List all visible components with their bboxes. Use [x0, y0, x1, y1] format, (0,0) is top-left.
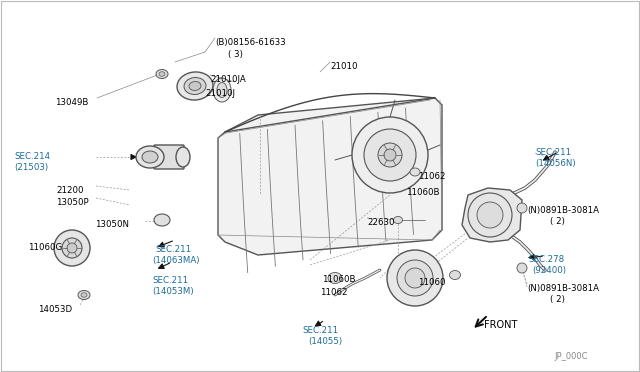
Polygon shape [462, 188, 522, 242]
Text: ( 2): ( 2) [550, 217, 565, 226]
Text: 14053D: 14053D [38, 305, 72, 314]
Text: SEC.211: SEC.211 [152, 276, 188, 285]
Circle shape [405, 268, 425, 288]
Text: JP_000C: JP_000C [554, 352, 588, 361]
Ellipse shape [159, 72, 165, 76]
Text: ( 2): ( 2) [550, 295, 565, 304]
Ellipse shape [177, 72, 213, 100]
Circle shape [384, 149, 396, 161]
Circle shape [54, 230, 90, 266]
Text: (14055): (14055) [308, 337, 342, 346]
Text: 21010: 21010 [330, 62, 358, 71]
Circle shape [517, 203, 527, 213]
Ellipse shape [81, 293, 87, 297]
Text: FRONT: FRONT [484, 320, 517, 330]
Text: SEC.211: SEC.211 [302, 326, 338, 335]
Ellipse shape [410, 168, 420, 176]
Text: 22630: 22630 [367, 218, 394, 227]
Ellipse shape [78, 291, 90, 299]
Ellipse shape [449, 270, 461, 279]
Ellipse shape [142, 151, 158, 163]
Text: SEC.211: SEC.211 [155, 245, 191, 254]
Text: (N)0891B-3081A: (N)0891B-3081A [527, 284, 599, 293]
Text: (92400): (92400) [532, 266, 566, 275]
Text: 11060G: 11060G [28, 243, 62, 252]
Circle shape [477, 202, 503, 228]
Ellipse shape [328, 273, 342, 283]
Circle shape [517, 263, 527, 273]
FancyBboxPatch shape [154, 145, 184, 169]
Circle shape [468, 193, 512, 237]
Text: 13049B: 13049B [55, 98, 88, 107]
Text: 21010JA: 21010JA [210, 75, 246, 84]
Text: SEC.214: SEC.214 [14, 152, 50, 161]
Circle shape [387, 250, 443, 306]
Text: (14063MA): (14063MA) [152, 256, 200, 265]
Ellipse shape [189, 81, 201, 90]
Text: 11060B: 11060B [406, 188, 440, 197]
Ellipse shape [217, 83, 227, 97]
Ellipse shape [184, 77, 206, 94]
Text: 13050P: 13050P [56, 198, 88, 207]
Text: (N)0891B-3081A: (N)0891B-3081A [527, 206, 599, 215]
Ellipse shape [394, 217, 403, 224]
Text: SEC.211: SEC.211 [535, 148, 571, 157]
Text: (B)08156-61633: (B)08156-61633 [215, 38, 285, 47]
Text: (14056N): (14056N) [535, 159, 575, 168]
Ellipse shape [213, 78, 231, 102]
Text: 11062: 11062 [320, 288, 348, 297]
Text: SEC.278: SEC.278 [528, 255, 564, 264]
Text: 13050N: 13050N [95, 220, 129, 229]
Text: (14053M): (14053M) [152, 287, 194, 296]
Text: 11062: 11062 [418, 172, 445, 181]
Circle shape [378, 143, 402, 167]
Text: (21503): (21503) [14, 163, 48, 172]
Text: ( 3): ( 3) [228, 50, 243, 59]
Circle shape [67, 243, 77, 253]
Polygon shape [218, 98, 442, 255]
Ellipse shape [154, 214, 170, 226]
Text: 21010J: 21010J [205, 89, 235, 98]
Ellipse shape [136, 146, 164, 168]
Text: 21200: 21200 [56, 186, 83, 195]
Circle shape [62, 238, 82, 258]
Text: 11060B: 11060B [322, 275, 355, 284]
Ellipse shape [176, 147, 190, 167]
Circle shape [352, 117, 428, 193]
Ellipse shape [156, 70, 168, 78]
Circle shape [364, 129, 416, 181]
Text: 11060: 11060 [418, 278, 445, 287]
Circle shape [397, 260, 433, 296]
